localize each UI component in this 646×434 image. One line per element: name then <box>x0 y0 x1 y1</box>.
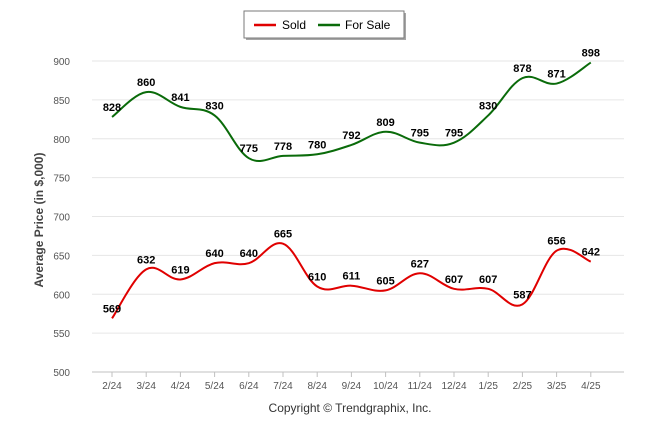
legend[interactable]: Sold For Sale <box>243 10 406 40</box>
data-label-for-sale: 830 <box>479 100 497 112</box>
y-tick-label: 700 <box>53 213 70 224</box>
data-label-sold: 610 <box>308 271 326 283</box>
axes: 500 550 600 650 700 750 800 850 900 2/24 3/24 4/24 5… <box>53 57 624 392</box>
data-label-sold: 656 <box>547 236 565 248</box>
data-label-sold: 619 <box>171 264 189 276</box>
legend-label-sold[interactable]: Sold <box>282 18 306 32</box>
data-label-sold: 642 <box>582 247 600 259</box>
x-tick-label: 3/25 <box>547 381 567 392</box>
data-label-sold: 665 <box>274 229 292 241</box>
y-tick-label: 650 <box>53 251 70 262</box>
data-label-for-sale: 898 <box>582 48 600 60</box>
x-tick-label: 1/25 <box>478 381 498 392</box>
data-label-sold: 640 <box>205 248 223 260</box>
x-tick-label: 6/24 <box>239 381 259 392</box>
x-tick-label: 9/24 <box>342 381 362 392</box>
data-label-sold: 607 <box>445 274 463 286</box>
data-label-sold: 587 <box>513 289 531 301</box>
x-tick-label: 8/24 <box>307 381 327 392</box>
y-axis-label: Average Price (in $,000) <box>32 153 46 288</box>
data-label-for-sale: 795 <box>411 128 429 140</box>
data-label-for-sale: 809 <box>376 117 394 129</box>
x-tick-label: 11/24 <box>408 381 433 392</box>
y-tick-label: 850 <box>53 96 70 107</box>
y-tick-label: 550 <box>53 329 70 340</box>
x-tick-label: 2/25 <box>513 381 533 392</box>
gridlines <box>92 60 624 373</box>
data-label-for-sale: 860 <box>137 77 155 89</box>
data-label-for-sale: 795 <box>445 128 463 140</box>
data-label-for-sale: 792 <box>342 130 360 142</box>
data-label-sold: 605 <box>376 275 394 287</box>
series-line-for-sale <box>111 61 592 162</box>
y-tick-label: 900 <box>53 57 70 68</box>
data-labels: 569 632 619 640 640 665 610 611 605 627 607 607 587 6… <box>103 48 600 316</box>
copyright-text: Copyright © Trendgraphix, Inc. <box>269 401 432 415</box>
series-lines <box>111 61 592 319</box>
x-tick-label: 2/24 <box>102 381 122 392</box>
data-label-for-sale: 828 <box>103 102 121 114</box>
x-tick-label: 10/24 <box>373 381 398 392</box>
x-tick-label: 3/24 <box>136 381 156 392</box>
legend-label-for-sale[interactable]: For Sale <box>345 18 391 32</box>
data-label-sold: 640 <box>240 248 258 260</box>
y-tick-label: 750 <box>53 174 70 185</box>
data-label-sold: 632 <box>137 254 155 266</box>
data-label-sold: 607 <box>479 274 497 286</box>
data-label-for-sale: 778 <box>274 141 292 153</box>
x-tick-label: 5/24 <box>205 381 225 392</box>
data-label-for-sale: 780 <box>308 139 326 151</box>
data-label-for-sale: 830 <box>205 100 223 112</box>
y-tick-label: 500 <box>53 368 70 379</box>
y-tick-label: 800 <box>53 135 70 146</box>
series-line-sold <box>111 242 592 319</box>
data-label-for-sale: 775 <box>240 143 258 155</box>
data-label-for-sale: 841 <box>171 92 189 104</box>
data-label-for-sale: 871 <box>547 69 565 81</box>
x-tick-label: 12/24 <box>441 381 466 392</box>
x-tick-label: 4/25 <box>581 381 601 392</box>
data-label-for-sale: 878 <box>513 63 531 75</box>
y-tick-label: 600 <box>53 290 70 301</box>
data-label-sold: 611 <box>343 271 361 283</box>
x-tick-label: 4/24 <box>171 381 191 392</box>
data-label-sold: 627 <box>411 258 429 270</box>
x-tick-label: 7/24 <box>273 381 293 392</box>
data-label-sold: 569 <box>103 303 121 315</box>
